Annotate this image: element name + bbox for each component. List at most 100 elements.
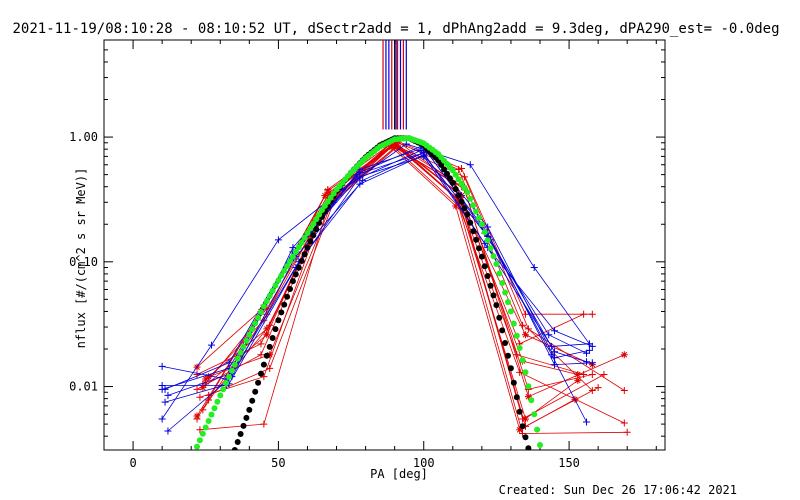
fit-dot-green (476, 214, 482, 221)
fit-dot-black (237, 431, 244, 437)
fit-dot-green (228, 367, 235, 374)
series-line-blue (164, 155, 593, 403)
fit-dot-black (310, 232, 317, 239)
fit-dot-green (304, 230, 311, 237)
fit-dot-black (246, 406, 253, 413)
series-line-red (208, 144, 625, 398)
fit-dot-green (507, 308, 514, 315)
fit-dot-black (292, 271, 299, 278)
fit-dot-green (214, 398, 221, 405)
plus-marker (402, 140, 410, 148)
fit-dot-black (452, 186, 459, 193)
plus-marker (257, 340, 265, 348)
plus-marker (513, 351, 521, 359)
plus-marker (208, 341, 216, 349)
series-line-red (196, 144, 579, 420)
fit-dot-black (525, 445, 532, 450)
plot-area: 0 50 100 150 0.01 0.10 1.00 (69, 39, 666, 470)
fit-dot-green (194, 443, 200, 450)
fit-dot-black (252, 388, 259, 395)
fit-dot-green (260, 303, 267, 310)
fit-dot-black (493, 302, 500, 309)
series-line-red (196, 143, 584, 390)
plus-marker (588, 359, 596, 367)
series-line-blue (161, 143, 590, 420)
fit-dot-black (455, 192, 462, 199)
plus-marker (158, 415, 166, 423)
asterisk-marker (521, 415, 529, 423)
series-line-blue (162, 144, 590, 386)
y-axis-label: nflux [#/(cm^2 s sr MeV)] (74, 168, 88, 349)
fit-dot-black (441, 166, 448, 173)
fit-dot-green (452, 171, 459, 178)
plus-marker (225, 359, 233, 367)
plot-frame (103, 39, 666, 451)
y-tick-label: 0.01 (69, 380, 98, 394)
plus-marker (521, 310, 529, 318)
fit-dot-green (205, 418, 212, 424)
fit-dot-green (513, 332, 520, 339)
plus-marker (353, 175, 361, 183)
asterisk-marker (324, 187, 332, 195)
fit-dot-green (266, 292, 273, 299)
asterisk-marker (321, 192, 329, 200)
fit-dot-black (519, 423, 526, 430)
fit-dot-black (301, 251, 308, 258)
fit-dot-green (223, 380, 230, 386)
fit-dot-black (510, 379, 517, 386)
fit-dot-green (226, 373, 232, 380)
fit-dot-green (502, 289, 509, 296)
fit-dot-black (275, 317, 282, 324)
fit-dot-black (438, 161, 445, 168)
series-line-blue (167, 150, 587, 396)
fit-dot-green (516, 345, 523, 351)
plus-marker (274, 236, 282, 244)
fit-dot-black (231, 447, 238, 450)
fit-dot-green (528, 397, 535, 404)
fit-dot-green (292, 248, 299, 255)
fit-dot-black (446, 175, 453, 182)
fit-dot-black (505, 352, 511, 359)
fit-dot-green (243, 337, 250, 344)
fit-dot-green (310, 220, 317, 227)
fit-dot-green (269, 287, 276, 294)
fit-dot-black (473, 236, 480, 243)
fit-dot-green (272, 282, 279, 289)
plus-marker (460, 173, 468, 181)
fit-dot-green (481, 229, 488, 236)
fit-dot-green (478, 221, 485, 228)
asterisk-marker (263, 331, 271, 339)
asterisk-marker (394, 141, 402, 149)
fit-dot-green (281, 267, 288, 274)
series-line-blue (162, 152, 590, 380)
y-tick-label: 1.00 (69, 130, 98, 144)
asterisk-marker (521, 331, 529, 339)
fit-dot-green (522, 369, 529, 376)
fit-dot-green (467, 195, 474, 202)
fit-dot-black (234, 439, 241, 445)
fit-dot-black (272, 326, 279, 333)
fit-dot-green (316, 211, 323, 218)
plus-marker (161, 398, 169, 406)
fit-dot-green (284, 263, 291, 270)
fit-dot-black (496, 314, 503, 321)
fit-dot-green (240, 343, 247, 350)
fit-dot-green (289, 253, 296, 260)
fit-dot-black (284, 293, 291, 300)
fit-dot-black (499, 327, 506, 334)
fit-dot-black (507, 365, 514, 372)
fit-dot-black (263, 352, 270, 359)
x-tick-label: 50 (271, 456, 285, 470)
fit-dot-green (249, 326, 256, 333)
fit-dot-black (516, 408, 523, 415)
fit-dot-black (484, 273, 491, 279)
fit-dot-green (490, 253, 497, 260)
fit-dot-green (499, 280, 506, 286)
plus-marker (196, 393, 204, 401)
asterisk-marker (574, 370, 582, 378)
fit-dot-black (458, 198, 465, 205)
fit-dot-green (519, 357, 526, 364)
fit-dot-black (266, 343, 273, 350)
series-line-red (199, 142, 625, 424)
